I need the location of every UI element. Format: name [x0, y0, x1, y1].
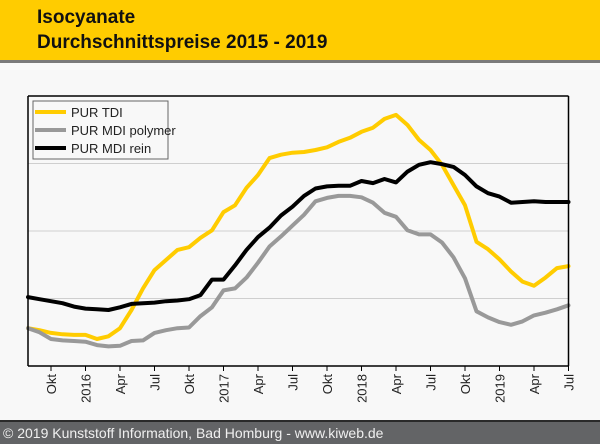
series-line-pur-tdi — [26, 112, 571, 341]
x-tick-label: Okt — [182, 374, 197, 395]
chart-subtitle: Durchschnittspreise 2015 - 2019 — [37, 32, 328, 53]
x-tick-label: Jul — [148, 374, 163, 391]
x-tick-label: Okt — [458, 374, 473, 395]
x-tick-label: Apr — [527, 373, 542, 394]
legend-label-2: PUR MDI rein — [71, 141, 151, 156]
series-line-pur-mdi-polymer — [26, 193, 571, 349]
x-tick-label: Apr — [251, 373, 266, 394]
x-tick-label: Jul — [286, 374, 301, 391]
x-tick-label: 2017 — [217, 374, 232, 403]
footer: © 2019 Kunststoff Information, Bad Hombu… — [0, 420, 600, 444]
x-tick-label: Apr — [389, 373, 404, 394]
x-tick-label: Okt — [320, 374, 335, 395]
x-tick-label: Apr — [113, 373, 128, 394]
x-tick-label: 2018 — [355, 374, 370, 403]
legend-label-1: PUR MDI polymer — [71, 123, 176, 138]
x-tick-label: Jul — [424, 374, 439, 391]
copyright-text: © 2019 Kunststoff Information, Bad Hombu… — [3, 425, 384, 441]
x-tick-label: 2016 — [79, 374, 94, 403]
x-tick-label: Okt — [44, 374, 59, 395]
x-tick-label: 2019 — [493, 374, 508, 403]
series-line-pur-mdi-rein — [26, 160, 571, 312]
legend-label-0: PUR TDI — [71, 105, 123, 120]
x-tick-label: Jul — [562, 374, 577, 391]
chart-header: Isocyanate Durchschnittspreise 2015 - 20… — [0, 0, 600, 63]
chart-title: Isocyanate — [37, 7, 136, 28]
